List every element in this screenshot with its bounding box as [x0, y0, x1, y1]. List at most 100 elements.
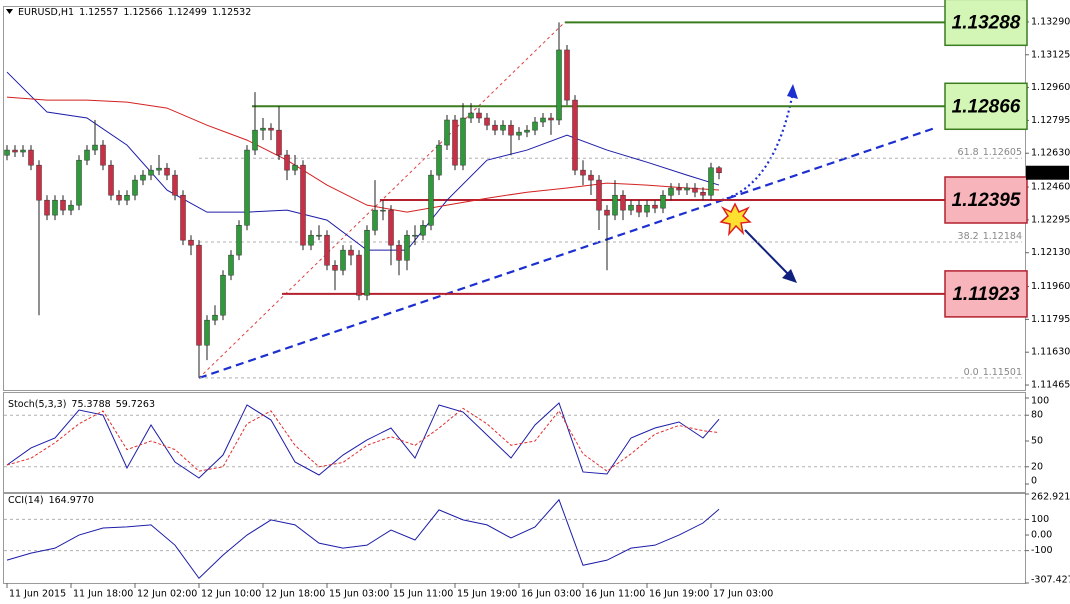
y-tick-label: 1.13125: [1031, 49, 1070, 60]
menu-arrow: [6, 9, 13, 14]
header: EURUSD,H1 1.12557 1.12566 1.12499 1.12532: [18, 7, 251, 18]
chart-layer: 1.13290 1.13125 1.12960 1.12795 1.12630 1.124…: [4, 0, 1070, 600]
price-marker-label: 1.12532: [1030, 167, 1069, 178]
candle-body: [684, 187, 690, 191]
candle-body: [572, 99, 578, 171]
candle-body: [652, 204, 658, 209]
candle-body: [612, 194, 618, 216]
fib-diagonal: [198, 21, 566, 379]
candle-body: [700, 191, 706, 196]
candle-body: [68, 204, 74, 211]
candle-body: [52, 199, 58, 216]
y-tick-label: 1.12795: [1031, 115, 1070, 126]
fib-label: 38.2 1.12184: [958, 230, 1022, 241]
x-tick-label: 17 Jun 03:00: [713, 589, 773, 600]
y-tick-label: 0.00: [1031, 530, 1052, 541]
candle-body: [532, 121, 538, 131]
y-tick-label: 1.11630: [1031, 347, 1070, 358]
x-tick-label: 16 Jun 11:00: [585, 589, 645, 600]
candle-body: [316, 234, 322, 237]
ohlc-value: 1.12499: [168, 7, 207, 18]
indicator-line: [6, 407, 720, 472]
candle-body: [380, 209, 386, 212]
candle-body: [124, 194, 130, 201]
y-tick-label: 1.11465: [1031, 380, 1070, 391]
candle-body: [204, 319, 210, 346]
x-tick-label: 16 Jun 03:00: [521, 589, 581, 600]
y-tick-label: 1.11795: [1031, 314, 1070, 325]
level-box: [944, 176, 1028, 224]
candle-body: [44, 199, 50, 216]
bull-scenario: [721, 91, 795, 202]
stoch-panel: [3, 392, 1026, 493]
x-tick-label: 16 Jun 19:00: [649, 589, 709, 600]
candle-body: [284, 154, 290, 171]
arrow-head: [782, 269, 797, 283]
candle-body: [116, 194, 122, 201]
candle-body: [460, 117, 466, 166]
x-tick-label: 12 Jun 10:00: [201, 589, 261, 600]
candle-body: [180, 194, 186, 241]
candle-body: [604, 209, 610, 216]
candle-body: [276, 129, 282, 156]
fib-price: 1.11501: [983, 366, 1022, 377]
breakout-icon: [719, 202, 752, 237]
candle-body: [404, 234, 410, 261]
candle-body: [292, 164, 298, 171]
candle-body: [188, 239, 194, 246]
level-label: 1.12866: [952, 96, 1021, 117]
candle-body: [564, 49, 570, 101]
y-tick-label: 20: [1031, 461, 1043, 472]
arrow-head: [787, 84, 798, 99]
candle-body: [676, 187, 682, 191]
candle-body: [140, 174, 146, 181]
indicator-title: Stoch(5,3,3) 75.3788 59.7263: [8, 399, 155, 410]
y-tick-label: 1.13290: [1031, 16, 1070, 27]
candle-body: [348, 249, 354, 256]
candle-body: [468, 112, 474, 119]
candle-body: [396, 244, 402, 261]
level-label: 1.12395: [952, 190, 1021, 211]
ohlc-value: 1.12532: [212, 7, 251, 18]
candle-body: [300, 164, 306, 246]
x-tick-label: 11 Jun 2015: [9, 589, 66, 600]
candle-body: [236, 225, 242, 256]
y-tick-label: 100: [1031, 514, 1049, 525]
x-tick-label: 15 Jun 19:00: [457, 589, 517, 600]
candle-body: [596, 179, 602, 211]
fib-price: 1.12184: [983, 230, 1022, 241]
y-tick-label: -100: [1031, 545, 1053, 556]
candle-body: [524, 129, 530, 133]
y-tick-label: -307.4273: [1031, 575, 1070, 586]
level-box: [944, 270, 1028, 318]
indicator-name: Stoch(5,3,3): [8, 399, 66, 410]
level-box: [944, 82, 1028, 131]
candle-body: [452, 119, 458, 166]
candle-body: [76, 159, 82, 206]
candle-body: [12, 149, 18, 153]
ohlc-value: 1.12566: [123, 7, 162, 18]
candle-body: [492, 124, 498, 131]
candle-body: [196, 244, 202, 346]
level-label: 1.13288: [952, 12, 1021, 33]
candle-body: [540, 117, 546, 123]
candle-body: [580, 169, 586, 176]
candle-body: [228, 254, 234, 276]
candle-body: [628, 204, 634, 211]
candle-body: [36, 164, 42, 201]
indicator-title: CCI(14) 164.9770: [8, 495, 94, 506]
candle-body: [132, 179, 138, 196]
candle-body: [28, 149, 34, 166]
candle-body: [356, 254, 362, 296]
y-tick-label: 1.12460: [1031, 182, 1070, 193]
indicator-value: 59.7263: [116, 399, 155, 410]
x-tick-label: 12 Jun 02:00: [137, 589, 197, 600]
candle-body: [420, 225, 426, 236]
candle-body: [324, 234, 330, 266]
candle-body: [556, 49, 562, 121]
candle-body: [644, 204, 650, 213]
candle-body: [636, 204, 642, 213]
fib-label: 0.0 1.11501: [964, 366, 1022, 377]
candle-body: [476, 112, 482, 119]
